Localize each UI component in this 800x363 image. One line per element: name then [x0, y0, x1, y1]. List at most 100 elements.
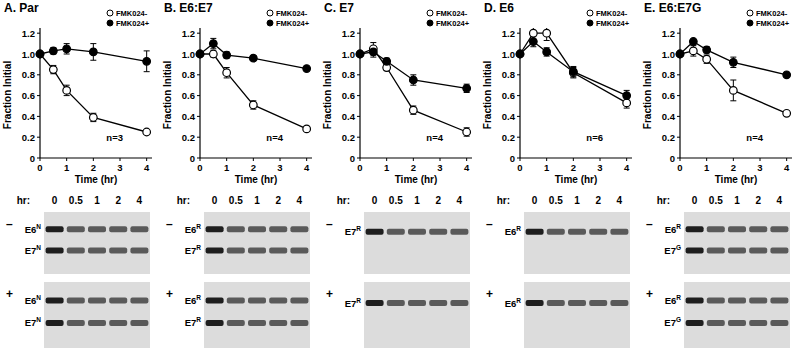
- gel-band: [290, 226, 308, 232]
- gel-band: [568, 300, 586, 306]
- y-tick-label: 0: [350, 153, 355, 164]
- x-tick: [146, 158, 147, 161]
- gel-band: [227, 297, 245, 303]
- lane-label: 0: [372, 195, 378, 206]
- y-tick: [517, 95, 520, 96]
- marker: [410, 106, 418, 114]
- error-cap: [624, 90, 630, 91]
- x-tick-label: 3: [757, 162, 762, 173]
- gel: [684, 212, 790, 274]
- lane-label: 1: [734, 195, 740, 206]
- y-tick: [517, 116, 520, 117]
- marker: [676, 50, 684, 58]
- x-tick-label: 0: [517, 162, 522, 173]
- error-cap: [544, 40, 550, 41]
- y-tick: [197, 137, 200, 138]
- panel: A. ParFraction InitialTime (hr)00.20.40.…: [2, 1, 152, 185]
- legend-marker: [267, 20, 273, 26]
- legend-label: FMK024+: [756, 19, 790, 28]
- series-line: [40, 54, 147, 132]
- band-label-sup: N: [36, 223, 41, 230]
- gel-band: [206, 247, 224, 253]
- y-tick-label: 0.4: [662, 111, 676, 122]
- lane-label: 1: [414, 195, 420, 206]
- marker: [143, 128, 151, 136]
- gel-band: [130, 226, 148, 232]
- gel-band: [547, 300, 565, 306]
- error-cap: [144, 71, 150, 72]
- annotation: n=4: [266, 132, 283, 143]
- marker: [50, 47, 58, 55]
- x-label: Time (hr): [235, 174, 278, 185]
- marker: [730, 59, 738, 67]
- x-tick: [733, 158, 734, 161]
- gel: [44, 282, 150, 348]
- x-tick-label: 4: [304, 162, 310, 173]
- legend-marker: [267, 10, 273, 16]
- lane-label: 0.5: [69, 195, 83, 206]
- y-axis: [679, 28, 680, 158]
- error-cap: [210, 38, 216, 39]
- treatment-sign: +: [646, 287, 653, 301]
- gel-band: [206, 320, 224, 326]
- legend-label: FMK024-: [436, 9, 468, 18]
- gel-band: [269, 247, 287, 253]
- y-tick-label: 0.4: [502, 111, 516, 122]
- plot-area: [196, 38, 310, 132]
- band-label: E6R: [185, 294, 202, 306]
- y-tick: [357, 95, 360, 96]
- y-tick-label: 0: [670, 153, 675, 164]
- y-tick-label: 1.2: [182, 28, 195, 39]
- x-tick-label: 2: [571, 162, 576, 173]
- band-label-sup: R: [196, 223, 201, 230]
- error-cap: [730, 100, 736, 101]
- gel-band: [109, 226, 127, 232]
- y-tick-label: 1.0: [342, 49, 355, 60]
- legend-label: FMK024+: [596, 19, 630, 28]
- lane-label: 1: [94, 195, 100, 206]
- time-label: hr:: [337, 195, 350, 206]
- x-tick-label: 0: [37, 162, 42, 173]
- marker: [50, 66, 58, 74]
- gel-band: [728, 297, 746, 303]
- title: B. E6:E7: [164, 1, 213, 15]
- marker: [703, 46, 711, 54]
- band-label: E6R: [505, 297, 522, 309]
- annotation: n=3: [106, 132, 123, 143]
- gel-band: [130, 297, 148, 303]
- x-tick: [546, 158, 547, 161]
- x-tick-label: 1: [224, 162, 230, 173]
- marker: [36, 50, 44, 58]
- gel-band: [290, 247, 308, 253]
- gel-band: [686, 297, 704, 303]
- panel: B. E6:E7Fraction InitialTime (hr)00.20.4…: [162, 1, 312, 185]
- series-line: [360, 49, 467, 132]
- marker: [623, 99, 631, 107]
- gel: [524, 282, 630, 348]
- x-tick: [466, 158, 467, 161]
- marker: [543, 48, 551, 56]
- y-tick-label: 0: [190, 153, 195, 164]
- y-tick-label: 0.2: [662, 132, 675, 143]
- band-label: E7N: [25, 244, 42, 256]
- y-tick: [677, 95, 680, 96]
- marker: [703, 55, 711, 63]
- band-label-sup: R: [676, 294, 681, 301]
- marker: [570, 68, 578, 76]
- blot: hr:00.5124–E6NE7N+E6NE7N: [6, 195, 150, 348]
- gel-band: [408, 229, 426, 235]
- x-label: Time (hr): [715, 174, 758, 185]
- band-label-sup: R: [356, 225, 361, 232]
- error-cap: [64, 85, 70, 86]
- y-tick: [677, 74, 680, 75]
- gel: [364, 212, 470, 274]
- y-tick: [357, 74, 360, 75]
- error-cap: [730, 80, 736, 81]
- y-tick: [517, 137, 520, 138]
- gel-band: [109, 297, 127, 303]
- x-tick: [280, 158, 281, 161]
- figure: A. ParFraction InitialTime (hr)00.20.40.…: [0, 0, 800, 363]
- y-tick-label: 0.2: [342, 132, 355, 143]
- y-axis: [39, 28, 40, 158]
- error-cap: [530, 46, 536, 47]
